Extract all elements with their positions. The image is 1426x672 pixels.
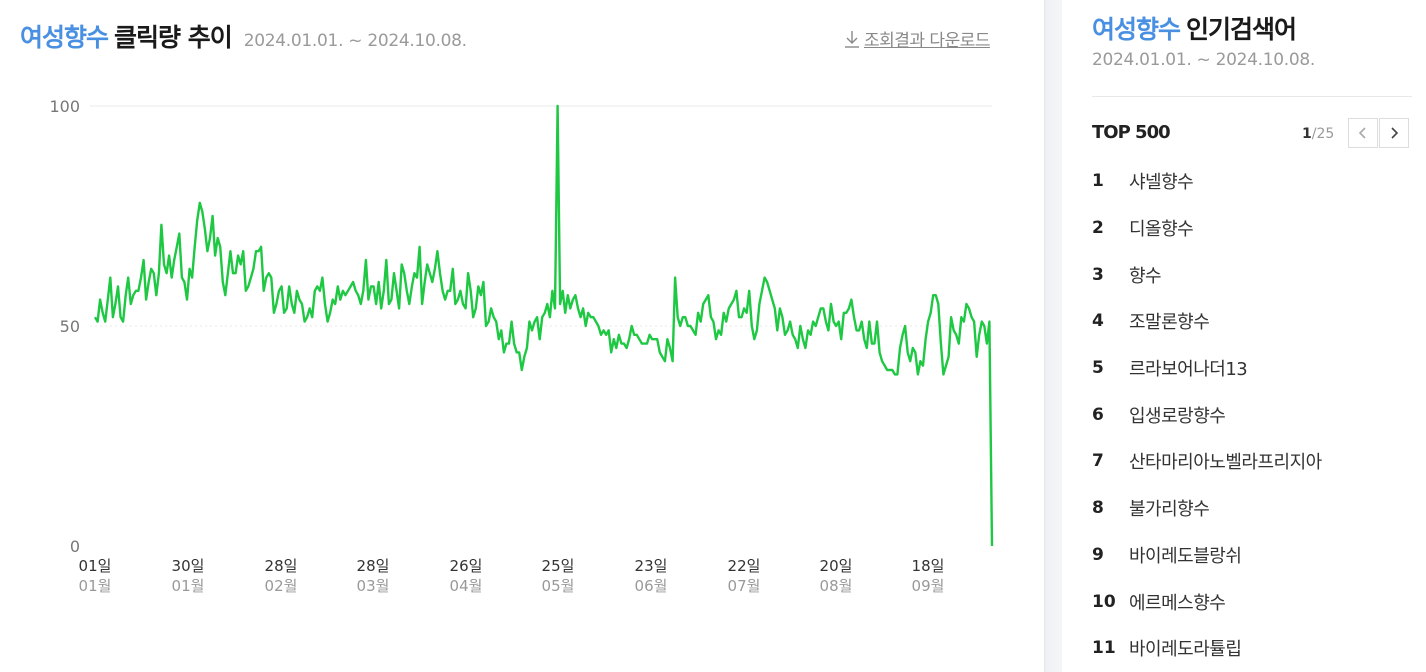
page-total: /25 bbox=[1311, 126, 1335, 142]
y-tick-label: 100 bbox=[49, 97, 80, 116]
list-item[interactable]: 5 르라보어나더13 bbox=[1092, 345, 1322, 392]
click-trend-chart: 0 50 100 01일 01월 30일 01월 28일 02월 28일 03월 26일 04월 25일 0… bbox=[49, 97, 994, 595]
rank-keyword[interactable]: 조말론향수 bbox=[1129, 312, 1210, 334]
page-current: 1 bbox=[1302, 126, 1312, 142]
x-tick-day: 01일 bbox=[79, 557, 112, 575]
chart-header: 여성향수 클릭량 추이 2024.01.01. ~ 2024.10.08. bbox=[20, 18, 467, 58]
rank-number: 9 bbox=[1092, 544, 1104, 565]
rank-keyword[interactable]: 산타마리아노벨라프리지아 bbox=[1129, 452, 1322, 474]
rank-number: 3 bbox=[1092, 264, 1104, 285]
popular-keywords-date-range: 2024.01.01. ~ 2024.10.08. bbox=[1092, 50, 1316, 70]
download-icon bbox=[844, 30, 859, 48]
prev-page-button[interactable] bbox=[1348, 118, 1378, 148]
x-tick-month: 01월 bbox=[79, 577, 112, 595]
x-tick-month: 05월 bbox=[542, 577, 575, 595]
rank-keyword[interactable]: 입생로랑향수 bbox=[1129, 405, 1226, 427]
popular-keywords-keyword: 여성향수 bbox=[1092, 15, 1181, 44]
rank-number: 6 bbox=[1092, 404, 1104, 425]
rank-number: 10 bbox=[1092, 591, 1116, 612]
download-label: 조회결과 다운로드 bbox=[863, 31, 991, 51]
next-page-button[interactable] bbox=[1379, 118, 1409, 148]
rank-number: 5 bbox=[1092, 358, 1104, 379]
chevron-left-icon bbox=[1358, 127, 1366, 139]
x-tick-day: 25일 bbox=[542, 557, 575, 575]
rank-keyword[interactable]: 르라보어나더13 bbox=[1129, 359, 1248, 381]
list-item[interactable]: 4 조말론향수 bbox=[1092, 298, 1322, 345]
rank-keyword[interactable]: 향수 bbox=[1129, 265, 1162, 287]
x-tick-day: 30일 bbox=[172, 557, 205, 575]
x-tick-month: 07월 bbox=[728, 577, 761, 595]
x-tick-day: 26일 bbox=[450, 557, 483, 575]
x-tick-day: 23일 bbox=[635, 557, 668, 575]
rank-list: 1 샤넬향수 2 디올향수 3 향수 4 조말론향수 5 르라보어나더13 6 입생로랑향수… bbox=[1092, 158, 1322, 672]
list-item[interactable]: 2 디올향수 bbox=[1092, 205, 1322, 252]
chart-keyword: 여성향수 bbox=[20, 23, 109, 52]
rank-number: 11 bbox=[1092, 638, 1116, 659]
rank-number: 7 bbox=[1092, 451, 1104, 472]
rank-number: 2 bbox=[1092, 218, 1104, 239]
section-separator bbox=[1092, 96, 1412, 97]
x-tick-day: 20일 bbox=[820, 557, 853, 575]
rank-number: 1 bbox=[1092, 171, 1104, 192]
chart-date-range: 2024.01.01. ~ 2024.10.08. bbox=[243, 31, 467, 51]
list-item[interactable]: 3 향수 bbox=[1092, 251, 1322, 298]
list-item[interactable]: 1 샤넬향수 bbox=[1092, 158, 1322, 205]
panel-divider bbox=[1044, 0, 1063, 672]
x-tick-month: 04월 bbox=[450, 577, 483, 595]
rank-number: 8 bbox=[1092, 498, 1104, 519]
x-tick-day: 22일 bbox=[728, 557, 761, 575]
x-tick-month: 02월 bbox=[265, 577, 298, 595]
rank-number: 4 bbox=[1092, 311, 1104, 332]
chart-title: 클릭량 추이 bbox=[114, 23, 233, 52]
x-tick-month: 08월 bbox=[820, 577, 853, 595]
list-item[interactable]: 8 불가리향수 bbox=[1092, 485, 1322, 532]
chart-panel: 여성향수 클릭량 추이 2024.01.01. ~ 2024.10.08. 조회… bbox=[20, 18, 994, 595]
rank-keyword[interactable]: 불가리향수 bbox=[1129, 499, 1210, 521]
popular-keywords-title: 여성향수 인기검색어 bbox=[1092, 10, 1297, 46]
chevron-right-icon bbox=[1391, 127, 1399, 139]
list-item[interactable]: 9 바이레도블랑쉬 bbox=[1092, 532, 1322, 579]
series-line bbox=[93, 104, 994, 547]
x-tick-day: 18일 bbox=[912, 557, 945, 575]
list-item[interactable]: 11 바이레도라튤립 bbox=[1092, 625, 1322, 672]
rank-keyword[interactable]: 에르메스향수 bbox=[1129, 592, 1226, 614]
x-tick-day: 28일 bbox=[265, 557, 298, 575]
x-tick-month: 01월 bbox=[172, 577, 205, 595]
y-tick-label: 0 bbox=[70, 537, 80, 556]
top-label: TOP 500 bbox=[1092, 122, 1171, 143]
rank-keyword[interactable]: 샤넬향수 bbox=[1129, 172, 1194, 194]
list-item[interactable]: 7 산타마리아노벨라프리지아 bbox=[1092, 438, 1322, 485]
y-tick-label: 50 bbox=[60, 317, 80, 336]
rank-keyword[interactable]: 바이레도라튤립 bbox=[1129, 639, 1242, 661]
list-item[interactable]: 6 입생로랑향수 bbox=[1092, 391, 1322, 438]
x-tick-month: 09월 bbox=[912, 577, 945, 595]
x-tick-month: 03월 bbox=[357, 577, 390, 595]
rank-keyword[interactable]: 바이레도블랑쉬 bbox=[1129, 545, 1242, 567]
rank-keyword[interactable]: 디올향수 bbox=[1129, 219, 1194, 241]
popular-keywords-suffix: 인기검색어 bbox=[1186, 15, 1297, 44]
x-tick-day: 28일 bbox=[357, 557, 390, 575]
popular-keywords-panel: 여성향수 인기검색어 2024.01.01. ~ 2024.10.08. TOP … bbox=[1062, 0, 1426, 672]
page-indicator: 1/25 bbox=[1302, 126, 1334, 142]
list-item[interactable]: 10 에르메스향수 bbox=[1092, 578, 1322, 625]
x-tick-month: 06월 bbox=[635, 577, 668, 595]
download-results-button[interactable]: 조회결과 다운로드 bbox=[844, 26, 991, 51]
